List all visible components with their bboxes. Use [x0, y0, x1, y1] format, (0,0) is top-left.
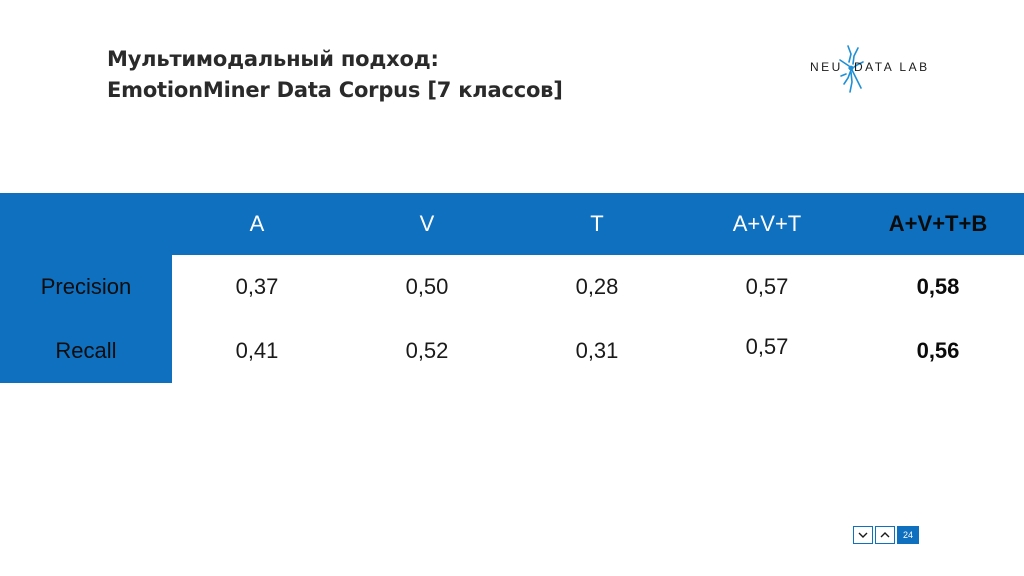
column-header-v: V [419, 211, 435, 236]
slide-title-line-2: EmotionMiner Data Corpus [7 классов] [107, 78, 563, 102]
neurodata-lab-logo: NEU DATA LAB [810, 44, 930, 96]
recall-avtb-cell: 0,56 [916, 338, 960, 363]
row-label-precision: Precision [40, 274, 132, 299]
next-slide-button[interactable] [875, 526, 895, 544]
recall-v-cell: 0,52 [405, 338, 449, 363]
logo-text-left: NEU [810, 60, 843, 74]
slide-navigation: 24 [853, 526, 919, 546]
slide-title: Мультимодальный подход: EmotionMiner Dat… [107, 44, 563, 106]
row-label-column: Precision Recall [0, 255, 172, 383]
column-header-t: T [590, 211, 604, 236]
recall-t-cell: 0,31 [575, 338, 619, 363]
results-table: A V T A+V+T A+V+T+B Precision Recall 0,3… [0, 193, 1024, 383]
logo-neuron-icon [839, 45, 864, 93]
column-header-a: A [249, 211, 265, 236]
chevron-up-icon [880, 532, 890, 538]
page-number: 24 [897, 526, 919, 544]
logo-text-right: DATA LAB [854, 60, 930, 74]
column-header-avtb: A+V+T+B [888, 211, 988, 236]
previous-slide-button[interactable] [853, 526, 873, 544]
precision-avt-cell: 0,57 [745, 274, 789, 299]
precision-t-cell: 0,28 [575, 274, 619, 299]
column-header-avt: A+V+T [732, 211, 802, 236]
precision-v-cell: 0,50 [405, 274, 449, 299]
precision-avtb-cell: 0,58 [916, 274, 960, 299]
table-header-row: A V T A+V+T A+V+T+B [0, 193, 1024, 255]
row-label-recall: Recall [55, 338, 117, 363]
recall-avt-cell: 0,57 [745, 334, 789, 359]
recall-a-cell: 0,41 [235, 338, 279, 363]
slide-title-line-1: Мультимодальный подход: [107, 47, 439, 71]
precision-a-cell: 0,37 [235, 274, 279, 299]
chevron-down-icon [858, 532, 868, 538]
